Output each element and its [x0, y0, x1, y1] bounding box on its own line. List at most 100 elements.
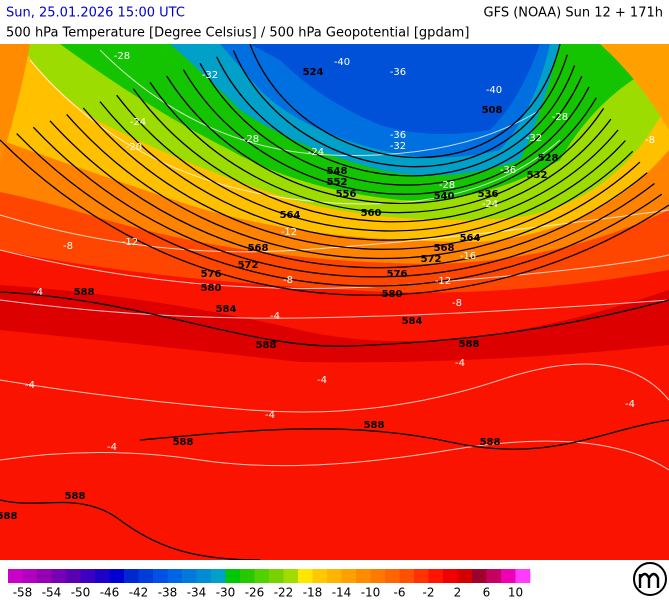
- geopotential-contour: [82, 107, 634, 250]
- color-swatch: [167, 569, 183, 583]
- geopotential-label: 556: [336, 189, 357, 200]
- geopotential-contour: [99, 101, 626, 241]
- color-swatch: [472, 569, 487, 583]
- temperature-label: -28: [439, 180, 455, 191]
- geopotential-contour: [139, 419, 669, 450]
- color-swatch: [327, 569, 342, 583]
- color-swatch: [341, 569, 357, 583]
- temperature-label: -4: [33, 287, 43, 298]
- temperature-label: -12: [281, 227, 297, 238]
- geopotential-contour: [166, 75, 597, 204]
- temperature-contour: [0, 299, 669, 319]
- temperature-label: -24: [482, 199, 498, 210]
- geopotential-label: 584: [402, 316, 423, 327]
- color-bar-label: 10: [508, 586, 523, 600]
- color-swatch: [240, 569, 255, 583]
- temperature-label: -40: [486, 85, 502, 96]
- color-swatch: [254, 569, 270, 583]
- temperature-label: -32: [202, 70, 218, 81]
- map-area: -28-32-40-36-40-36-32-28-24-24-20-28-32-…: [0, 44, 669, 560]
- geopotential-label: 568: [434, 243, 455, 254]
- color-bar-label: -34: [187, 586, 207, 600]
- geopotential-label: 576: [201, 269, 222, 280]
- geopotential-label: 588: [459, 339, 480, 350]
- temperature-field: [600, 44, 669, 130]
- temperature-label: -16: [460, 251, 476, 262]
- geopotential-label: 532: [527, 170, 548, 181]
- geopotential-label: 528: [538, 153, 559, 164]
- color-bar-label: -18: [303, 586, 323, 600]
- geopotential-contour: [16, 133, 663, 287]
- color-bar-label: -10: [361, 586, 381, 600]
- geopotential-label: 572: [421, 254, 442, 265]
- temperature-contour: [0, 440, 669, 471]
- geopotential-label: 588: [256, 340, 277, 351]
- color-swatch: [428, 569, 444, 583]
- color-swatch: [138, 569, 154, 583]
- temperature-label: -36: [390, 130, 406, 141]
- temperature-contours: [0, 49, 669, 471]
- temperature-label: -8: [645, 135, 655, 146]
- color-swatch: [312, 569, 328, 583]
- color-bar-label: -6: [394, 586, 406, 600]
- color-swatch: [501, 569, 516, 583]
- geopotential-label: 548: [327, 166, 348, 177]
- color-swatch: [515, 569, 531, 583]
- geopotential-label: 572: [238, 260, 259, 271]
- temperature-field: [0, 285, 669, 363]
- temperature-label: -8: [283, 275, 293, 286]
- geopotential-contour: [199, 62, 583, 186]
- temperature-field: [250, 44, 540, 134]
- color-bar-label: -42: [129, 586, 149, 600]
- geopotential-contour: [149, 82, 605, 214]
- color-swatch: [225, 569, 241, 583]
- geopotential-label: 552: [327, 177, 348, 188]
- temperature-label: -24: [308, 147, 324, 158]
- color-swatch: [211, 569, 226, 583]
- temperature-label: -4: [625, 399, 635, 410]
- color-bar-label: -2: [423, 586, 435, 600]
- temperature-label: -12: [122, 237, 138, 248]
- color-swatch: [486, 569, 502, 583]
- geopotential-contour: [116, 94, 619, 232]
- model-run: GFS (NOAA) Sun 12 + 171h: [484, 6, 663, 21]
- color-bar: -58 -54 -50 -46 -42 -38 -34 -30 -26 -22 -18 -14 -10-…: [8, 569, 531, 600]
- geopotential-label: 588: [65, 491, 86, 502]
- temperature-label: -28: [243, 134, 259, 145]
- geopotential-label: 584: [216, 304, 237, 315]
- temperature-label: -36: [500, 165, 516, 176]
- temperature-field: [0, 44, 30, 165]
- color-swatch: [399, 569, 415, 583]
- geopotential-contour: [66, 113, 641, 260]
- geopotential-contour: [132, 88, 612, 223]
- color-bar-label: -26: [245, 586, 265, 600]
- temperature-label: -24: [130, 117, 146, 128]
- geopotential-label: 524: [303, 67, 324, 78]
- temperature-label: -28: [114, 51, 130, 62]
- contour-labels: -28-32-40-36-40-36-32-28-24-24-20-28-32-…: [0, 51, 655, 522]
- geopotential-label: 560: [361, 208, 382, 219]
- geopotential-contours: [0, 44, 669, 560]
- color-bar-label: 2: [454, 586, 462, 600]
- temperature-label: -20: [126, 142, 142, 153]
- geopotential-contour: [249, 44, 561, 159]
- geopotential-contour: [0, 139, 669, 296]
- color-swatch: [95, 569, 110, 583]
- temperature-label: -36: [390, 67, 406, 78]
- geopotential-label: 576: [387, 269, 408, 280]
- geopotential-label: 564: [280, 210, 301, 221]
- temperature-label: -28: [552, 112, 568, 123]
- temperature-label: -4: [270, 311, 280, 322]
- color-swatch: [269, 569, 284, 583]
- color-bar-label: -14: [332, 586, 352, 600]
- color-bar-label: 6: [483, 586, 491, 600]
- color-swatch: [196, 569, 212, 583]
- geopotential-label: 588: [74, 287, 95, 298]
- color-bar-label: -58: [13, 586, 33, 600]
- geopotential-label: 588: [364, 420, 385, 431]
- geopotential-label: 568: [248, 243, 269, 254]
- color-bar-label: -38: [158, 586, 178, 600]
- temperature-label: -4: [107, 442, 117, 453]
- color-swatch: [385, 569, 400, 583]
- color-swatch: [66, 569, 81, 583]
